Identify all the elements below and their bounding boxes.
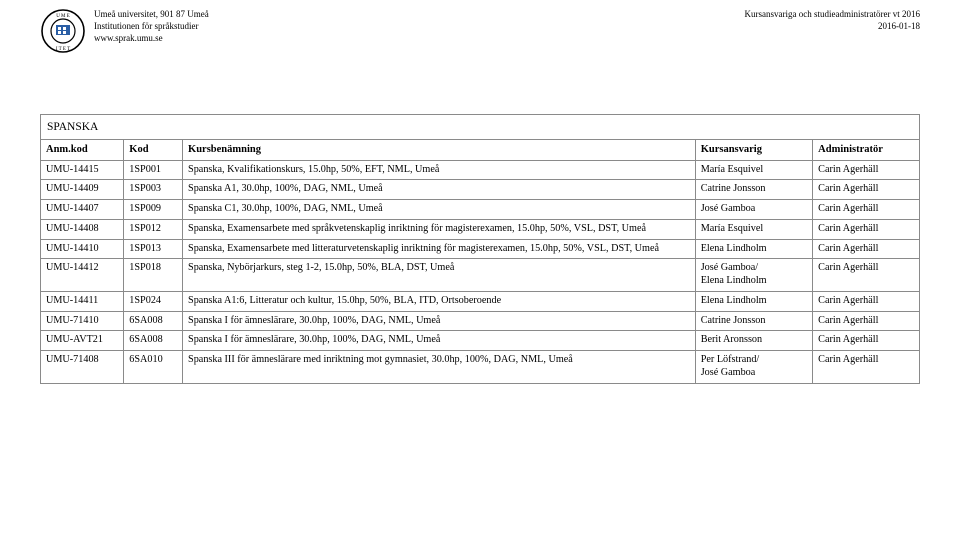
cell-kod: 1SP013	[124, 239, 183, 259]
cell-administrator: Carin Agerhäll	[813, 239, 920, 259]
cell-anmkod: UMU-14408	[41, 219, 124, 239]
cell-anmkod: UMU-14409	[41, 180, 124, 200]
cell-administrator: Carin Agerhäll	[813, 180, 920, 200]
cell-kursbenamning: Spanska C1, 30.0hp, 100%, DAG, NML, Umeå	[183, 200, 696, 220]
cell-administrator: Carin Agerhäll	[813, 351, 920, 384]
cell-kod: 6SA008	[124, 331, 183, 351]
cell-kod: 1SP012	[124, 219, 183, 239]
cell-administrator: Carin Agerhäll	[813, 160, 920, 180]
content: SPANSKA Anm.kod Kod Kursbenämning Kursan…	[0, 54, 960, 384]
cell-kursansvarig: Per Löfstrand/ José Gamboa	[695, 351, 812, 384]
table-row: UMU-144111SP024Spanska A1:6, Litteratur …	[41, 291, 920, 311]
cell-kod: 1SP001	[124, 160, 183, 180]
cell-administrator: Carin Agerhäll	[813, 291, 920, 311]
course-table: SPANSKA Anm.kod Kod Kursbenämning Kursan…	[40, 114, 920, 384]
cell-kursbenamning: Spanska, Nybörjarkurs, steg 1-2, 15.0hp,…	[183, 259, 696, 292]
cell-kursansvarig: Catrine Jonsson	[695, 180, 812, 200]
table-row: UMU-AVT216SA008Spanska I för ämneslärare…	[41, 331, 920, 351]
cell-anmkod: UMU-14411	[41, 291, 124, 311]
table-row: UMU-144151SP001Spanska, Kvalifikationsku…	[41, 160, 920, 180]
page: U M E I T E T Umeå universitet, 901 87 U…	[0, 0, 960, 540]
cell-anmkod: UMU-14407	[41, 200, 124, 220]
cell-administrator: Carin Agerhäll	[813, 259, 920, 292]
cell-kursbenamning: Spanska I för ämneslärare, 30.0hp, 100%,…	[183, 331, 696, 351]
cell-kursbenamning: Spanska, Examensarbete med litteraturvet…	[183, 239, 696, 259]
cell-kursansvarig: José Gamboa/ Elena Lindholm	[695, 259, 812, 292]
cell-kod: 6SA008	[124, 311, 183, 331]
header-right: Kursansvariga och studieadministratörer …	[745, 8, 920, 54]
cell-kursansvarig: José Gamboa	[695, 200, 812, 220]
svg-text:U M E: U M E	[56, 14, 70, 19]
university-logo-icon: U M E I T E T	[40, 8, 86, 54]
doc-date: 2016-01-18	[745, 20, 920, 32]
cell-kursansvarig: Berit Aronsson	[695, 331, 812, 351]
table-row: UMU-714106SA008Spanska I för ämneslärare…	[41, 311, 920, 331]
table-header-row: Anm.kod Kod Kursbenämning Kursansvarig A…	[41, 140, 920, 160]
cell-kod: 6SA010	[124, 351, 183, 384]
col-administrator: Administratör	[813, 140, 920, 160]
cell-kursbenamning: Spanska A1, 30.0hp, 100%, DAG, NML, Umeå	[183, 180, 696, 200]
table-row: UMU-144121SP018Spanska, Nybörjarkurs, st…	[41, 259, 920, 292]
cell-anmkod: UMU-14415	[41, 160, 124, 180]
table-row: UMU-144081SP012Spanska, Examensarbete me…	[41, 219, 920, 239]
institution-block: Umeå universitet, 901 87 Umeå Institutio…	[94, 8, 209, 54]
col-kursansvarig: Kursansvarig	[695, 140, 812, 160]
col-kursbenamning: Kursbenämning	[183, 140, 696, 160]
cell-kursansvarig: María Esquivel	[695, 160, 812, 180]
cell-kursbenamning: Spanska, Examensarbete med språkvetenska…	[183, 219, 696, 239]
institution-line2: Institutionen för språkstudier	[94, 20, 209, 32]
cell-kod: 1SP018	[124, 259, 183, 292]
cell-kursbenamning: Spanska I för ämneslärare, 30.0hp, 100%,…	[183, 311, 696, 331]
cell-administrator: Carin Agerhäll	[813, 200, 920, 220]
cell-anmkod: UMU-71410	[41, 311, 124, 331]
col-kod: Kod	[124, 140, 183, 160]
cell-kursbenamning: Spanska A1:6, Litteratur och kultur, 15.…	[183, 291, 696, 311]
cell-kod: 1SP003	[124, 180, 183, 200]
cell-kod: 1SP024	[124, 291, 183, 311]
svg-text:I T E T: I T E T	[56, 47, 70, 52]
cell-anmkod: UMU-14412	[41, 259, 124, 292]
col-anmkod: Anm.kod	[41, 140, 124, 160]
page-header: U M E I T E T Umeå universitet, 901 87 U…	[0, 0, 960, 54]
cell-administrator: Carin Agerhäll	[813, 219, 920, 239]
table-row: UMU-144091SP003Spanska A1, 30.0hp, 100%,…	[41, 180, 920, 200]
doc-title: Kursansvariga och studieadministratörer …	[745, 8, 920, 20]
cell-anmkod: UMU-71408	[41, 351, 124, 384]
section-title: SPANSKA	[41, 115, 920, 140]
cell-kursansvarig: Catrine Jonsson	[695, 311, 812, 331]
header-left: U M E I T E T Umeå universitet, 901 87 U…	[40, 8, 209, 54]
cell-kod: 1SP009	[124, 200, 183, 220]
institution-line3: www.sprak.umu.se	[94, 32, 209, 44]
cell-anmkod: UMU-AVT21	[41, 331, 124, 351]
cell-kursbenamning: Spanska III för ämneslärare med inriktni…	[183, 351, 696, 384]
cell-administrator: Carin Agerhäll	[813, 311, 920, 331]
table-row: UMU-144101SP013Spanska, Examensarbete me…	[41, 239, 920, 259]
cell-kursbenamning: Spanska, Kvalifikationskurs, 15.0hp, 50%…	[183, 160, 696, 180]
table-row: UMU-714086SA010Spanska III för ämneslära…	[41, 351, 920, 384]
cell-kursansvarig: María Esquivel	[695, 219, 812, 239]
cell-kursansvarig: Elena Lindholm	[695, 239, 812, 259]
cell-anmkod: UMU-14410	[41, 239, 124, 259]
table-row: UMU-144071SP009Spanska C1, 30.0hp, 100%,…	[41, 200, 920, 220]
section-title-row: SPANSKA	[41, 115, 920, 140]
cell-kursansvarig: Elena Lindholm	[695, 291, 812, 311]
institution-line1: Umeå universitet, 901 87 Umeå	[94, 8, 209, 20]
cell-administrator: Carin Agerhäll	[813, 331, 920, 351]
